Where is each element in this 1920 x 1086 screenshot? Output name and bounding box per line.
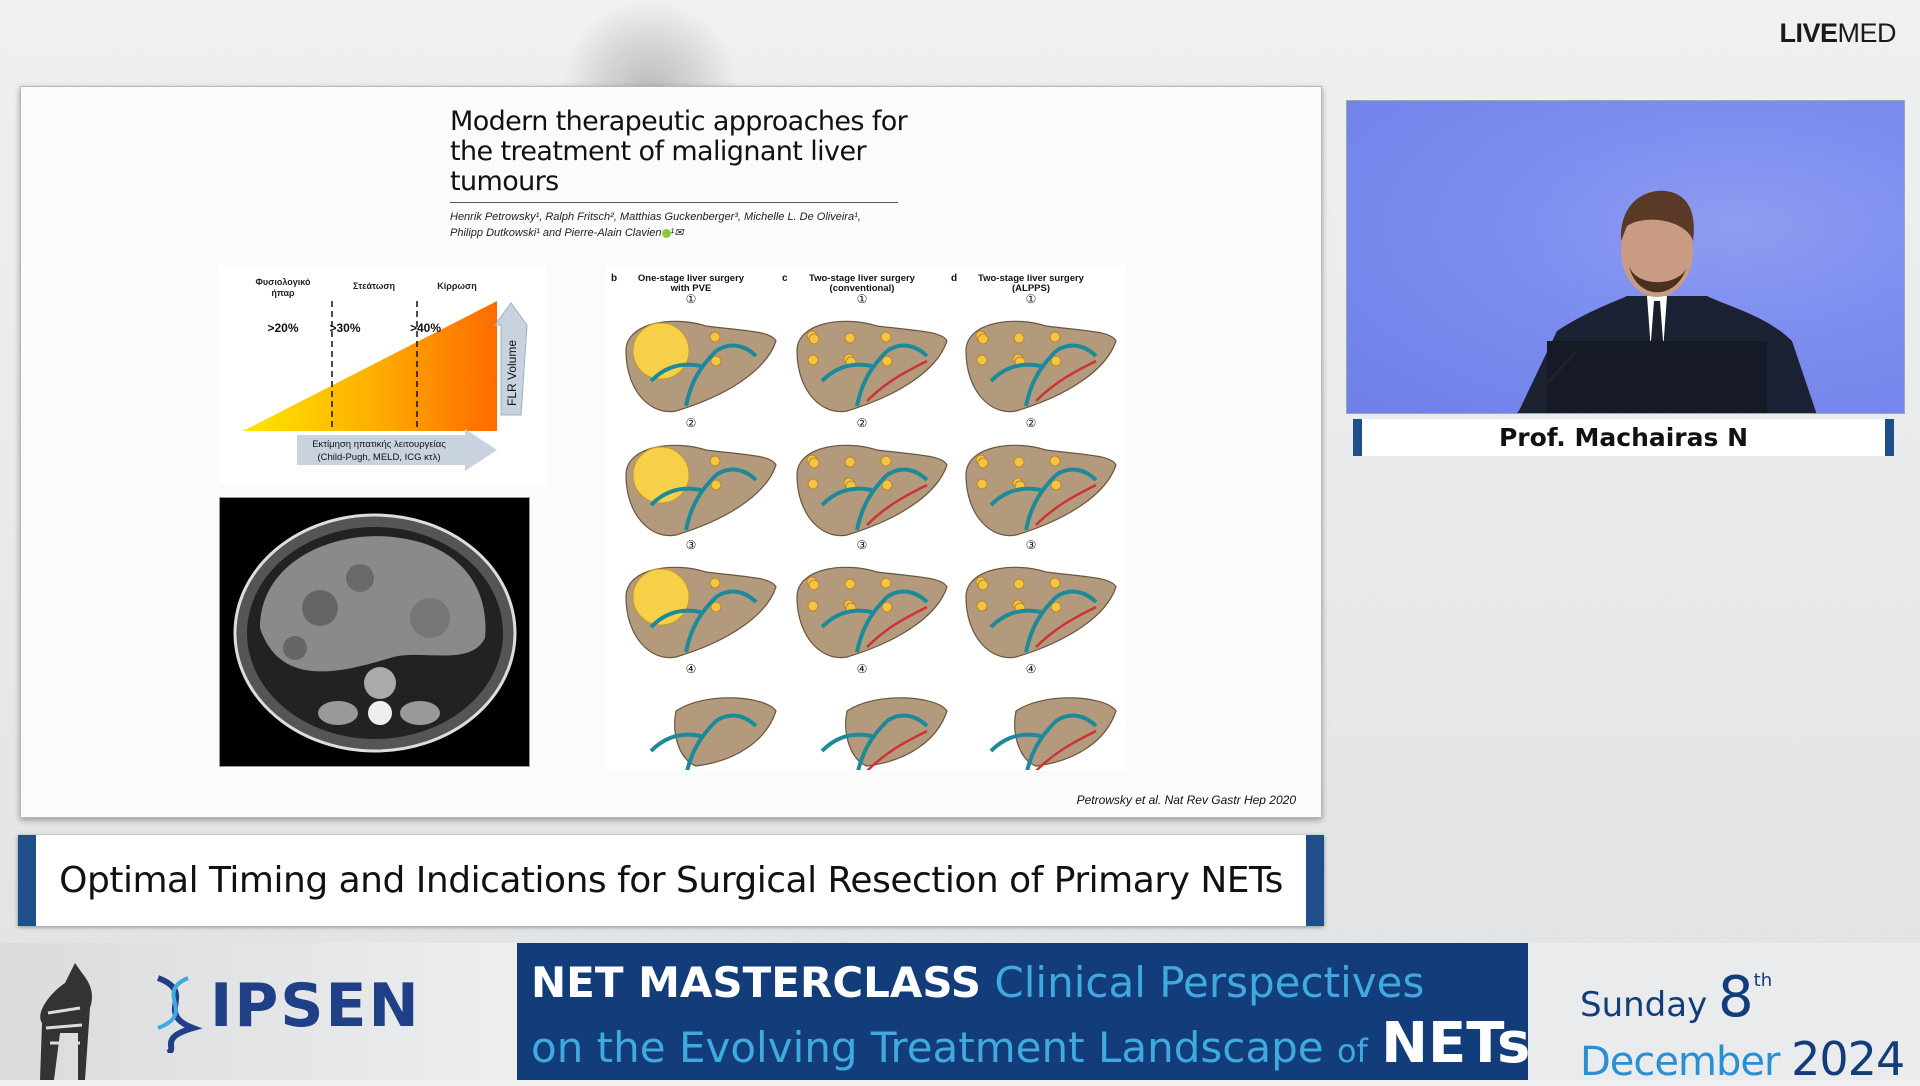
liver-illustration [965,320,1117,413]
ipsen-helix-icon [156,975,203,1053]
liver-illustration [820,697,948,777]
step-number: ③ [857,538,868,552]
threshold-label: >20% [267,321,298,335]
gradient-triangle [243,301,497,431]
speaker-name-bar: Prof. Machairas N [1353,419,1894,456]
panel-title: Two-stage liver surgery [809,273,916,284]
liver-illustration [649,697,777,777]
liver-illustration [796,566,948,659]
article-title: Modern therapeutic approaches for the tr… [450,106,908,197]
step-number: ② [857,416,868,430]
panel-subtitle: (conventional) [830,283,895,294]
arrow-label-2: (Child-Pugh, MELD, ICG κτλ) [317,452,440,463]
category-label: ήπαρ [271,288,295,298]
panel-letter: c [782,273,788,284]
panel-subtitle: (ALPPS) [1012,283,1050,294]
function-arrow [297,429,497,471]
talk-title: Optimal Timing and Indications for Surgi… [59,860,1283,901]
liver-illustration [989,697,1117,777]
panel-letter: d [951,273,957,284]
liver-illustration [796,320,948,413]
category-label: Φυσιολογικό [256,277,311,287]
category-label: Κίρρωση [437,281,476,291]
threshold-label: >30% [329,321,360,335]
speaker-video [1346,100,1905,414]
step-number: ① [1026,292,1037,306]
talk-title-bar: Optimal Timing and Indications for Surgi… [18,835,1324,926]
step-number: ② [686,416,697,430]
event-title: NET MASTERCLASS Clinical Perspectives on… [517,943,1530,1080]
orcid-icon [661,228,671,238]
step-number: ③ [686,538,697,552]
ipsen-logo: IPSEN [210,971,421,1041]
step-number: ③ [1026,538,1037,552]
event-date: Sunday 8th December 2024 [1528,943,1920,1085]
panel-subtitle: with PVE [670,283,712,294]
panel-title: One-stage liver surgery [638,273,745,284]
liver-illustration [625,320,777,413]
flr-volume-chart: FLR Volume Εκτίμηση ηπατικής λειτουργεία… [219,265,546,485]
step-number: ④ [686,662,697,676]
threshold-label: >40% [410,321,441,335]
background-decoration [560,0,740,90]
zebra-icon [40,963,93,1080]
liver-illustration [796,444,948,537]
panel-letter: b [611,273,617,284]
step-number: ④ [1026,662,1037,676]
step-number: ④ [857,662,868,676]
divider [450,202,898,203]
liver-surgery-diagram: b One-stage liver surgery with PVE c Two-sta… [606,265,1125,777]
event-banner: IPSEN NET MASTERCLASS Clinical Perspecti… [0,943,1920,1085]
ct-scan-image [219,497,530,767]
liver-illustration [965,566,1117,659]
flr-arrow [494,302,528,416]
step-number: ② [1026,416,1037,430]
liver-illustration [965,444,1117,537]
podium [1547,341,1767,413]
step-number: ① [857,292,868,306]
flr-label: FLR Volume [505,340,519,406]
step-number: ① [686,292,697,306]
article-authors: Henrik Petrowsky¹, Ralph Fritsch², Matth… [450,211,861,239]
liver-illustration [625,566,777,659]
category-label: Στεάτωση [353,281,395,291]
arrow-label-1: Εκτίμηση ηπατικής λειτουργείας [312,439,446,450]
panel-title: Two-stage liver surgery [978,273,1085,284]
livemed-logo: LIVEMED [1779,18,1896,48]
presentation-slide: Modern therapeutic approaches for the tr… [20,86,1322,818]
speaker-face [1621,205,1693,297]
speaker-name: Prof. Machairas N [1498,423,1749,452]
liver-illustration [625,444,777,537]
citation: Petrowsky et al. Nat Rev Gastr Hep 2020 [1076,793,1296,807]
sponsor-area: IPSEN [0,943,517,1080]
